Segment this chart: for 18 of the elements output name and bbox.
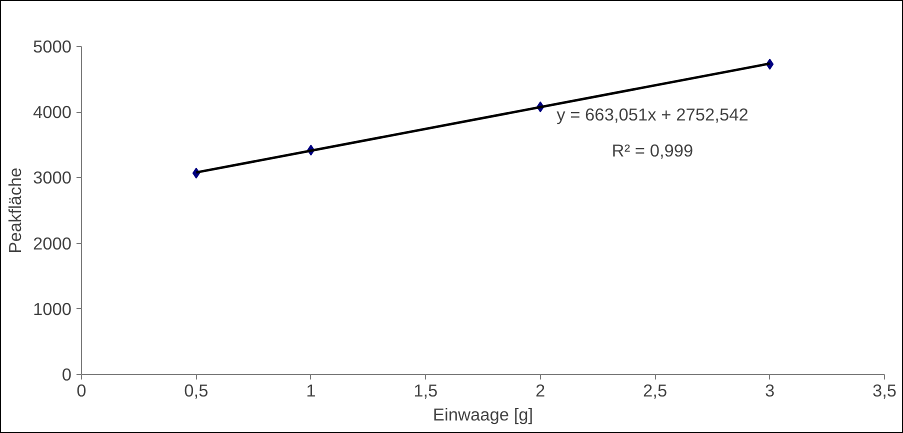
y-tick-label: 3000 — [32, 168, 72, 188]
x-tick-label: 1,5 — [414, 380, 438, 400]
y-tick-label: 0 — [62, 364, 72, 384]
y-tick-label: 1000 — [32, 298, 72, 319]
x-tick-label: 3 — [764, 380, 775, 400]
annotation: y = 663,051x + 2752,542 — [556, 104, 748, 124]
x-tick-label: 0 — [76, 380, 86, 400]
x-tick-label: 2 — [536, 380, 546, 400]
y-tick-label: 2000 — [32, 233, 72, 254]
x-axis-title: Einwaage [g] — [432, 404, 534, 424]
y-tick-label: 4000 — [32, 102, 72, 122]
x-tick-label: 0,5 — [184, 380, 208, 400]
x-tick-label: 3,5 — [872, 380, 897, 400]
annotation: R² = 0,999 — [612, 140, 694, 160]
y-tick-label: 5000 — [32, 36, 72, 56]
x-tick-label: 2,5 — [643, 380, 668, 400]
x-tick-label: 1 — [306, 380, 316, 400]
y-axis-title: Peakfläche — [4, 168, 25, 254]
